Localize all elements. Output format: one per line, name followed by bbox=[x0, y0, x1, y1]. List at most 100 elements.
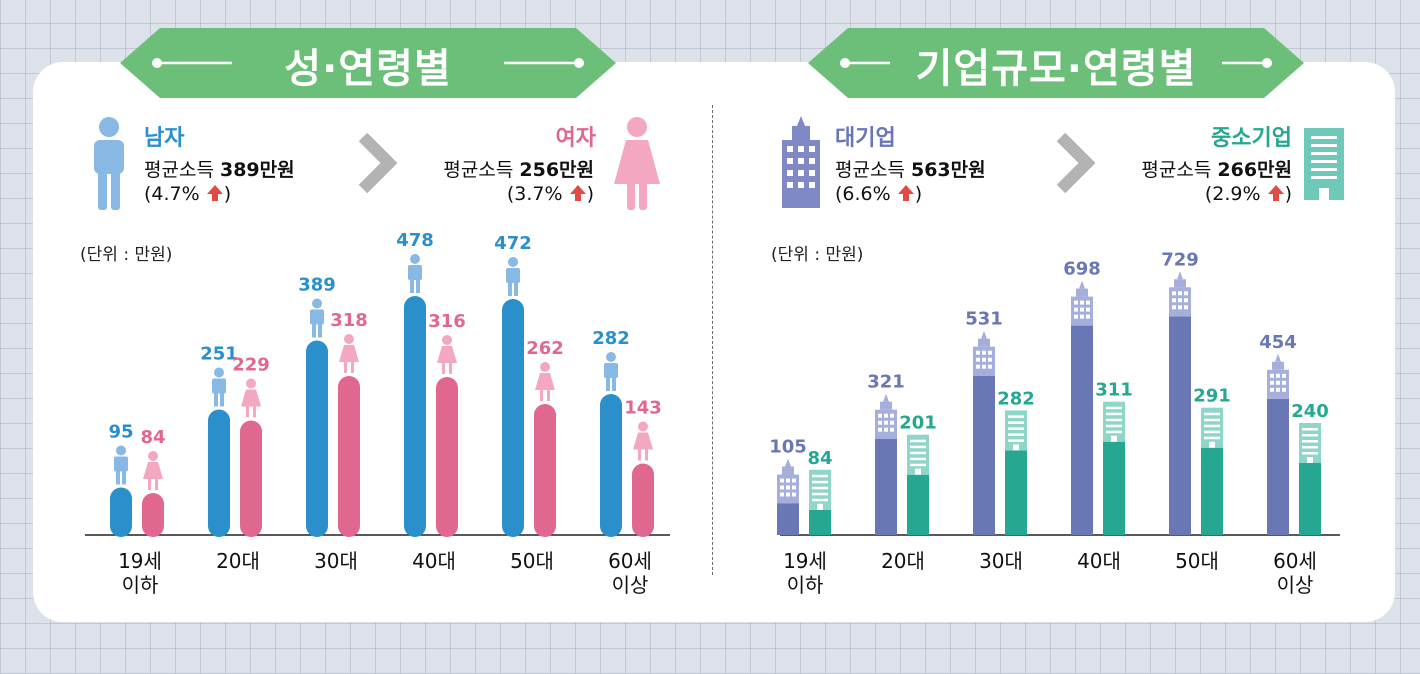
female-icon bbox=[339, 334, 359, 373]
bar-male bbox=[306, 340, 328, 537]
data-label-female: 318 bbox=[330, 310, 368, 331]
large-company-income: 평균소득 563만원 bbox=[835, 155, 986, 182]
category-label: 20대 bbox=[216, 549, 260, 573]
data-label-large-company: 105 bbox=[769, 437, 807, 458]
data-label-sme: 282 bbox=[997, 388, 1035, 409]
data-label-male: 282 bbox=[592, 328, 630, 349]
data-label-female: 262 bbox=[526, 338, 564, 359]
building-icon bbox=[875, 393, 897, 439]
right-unit-label: (단위 : 만원) bbox=[771, 245, 864, 265]
data-label-large-company: 321 bbox=[867, 372, 905, 393]
data-label-female: 229 bbox=[232, 355, 270, 376]
bar-sme bbox=[809, 509, 831, 535]
data-label-female: 143 bbox=[624, 398, 662, 419]
data-label-female: 316 bbox=[428, 311, 466, 332]
office-icon bbox=[907, 434, 929, 475]
bar-sme bbox=[1005, 450, 1027, 535]
bar-large-company bbox=[777, 503, 799, 535]
male-income: 평균소득 389만원 bbox=[144, 155, 295, 182]
female-icon bbox=[633, 421, 653, 461]
data-label-sme: 311 bbox=[1095, 380, 1133, 401]
sme-change: (2.9% ) bbox=[1204, 183, 1292, 205]
bar-large-company bbox=[1169, 316, 1191, 535]
office-icon bbox=[1201, 407, 1223, 448]
male-label: 남자 bbox=[144, 126, 185, 151]
category-label: 19세 이하 bbox=[783, 549, 827, 597]
female-label: 여자 bbox=[555, 126, 596, 151]
data-label-sme: 291 bbox=[1193, 386, 1231, 407]
bar-sme bbox=[1299, 463, 1321, 535]
left-banner-shape bbox=[120, 28, 616, 98]
female-income-label: 평균소득 bbox=[443, 159, 514, 181]
bar-male bbox=[502, 299, 524, 537]
male-icon bbox=[114, 445, 128, 485]
category-label: 30대 bbox=[979, 549, 1023, 573]
male-icon bbox=[604, 352, 618, 391]
up-arrow-icon bbox=[206, 185, 223, 201]
building-icon bbox=[1169, 271, 1191, 317]
large-company-label: 대기업 bbox=[835, 126, 896, 151]
male-legend-icon bbox=[94, 117, 124, 210]
data-label-sme: 240 bbox=[1291, 401, 1329, 422]
right-banner-title: 기업규모·연령별 bbox=[915, 46, 1197, 92]
sme-legend-icon bbox=[1304, 128, 1344, 200]
category-label: 40대 bbox=[412, 549, 456, 573]
sme-income-value: 266만원 bbox=[1217, 159, 1292, 181]
bar-female bbox=[534, 404, 556, 537]
large-change-value: (6.6% bbox=[835, 183, 891, 205]
female-icon bbox=[241, 378, 261, 418]
office-icon bbox=[1299, 423, 1321, 463]
male-change-value: (4.7% bbox=[144, 183, 200, 205]
bar-large-company bbox=[1267, 398, 1289, 535]
category-label: 30대 bbox=[314, 549, 358, 573]
left-banner-title: 성·연령별 bbox=[284, 46, 452, 92]
bar-female bbox=[632, 463, 654, 537]
sme-label: 중소기업 bbox=[1211, 126, 1292, 151]
large-income-value: 563만원 bbox=[910, 159, 986, 181]
left-banner: 성·연령별 bbox=[120, 28, 616, 98]
right-banner: 기업규모·연령별 bbox=[808, 28, 1304, 98]
female-income: 평균소득 256만원 bbox=[443, 155, 594, 182]
bar-male bbox=[208, 409, 230, 537]
data-label-male: 472 bbox=[494, 233, 532, 254]
left-unit-label: (단위 : 만원) bbox=[80, 245, 173, 265]
bar-male bbox=[110, 487, 132, 537]
data-label-large-company: 698 bbox=[1063, 259, 1101, 280]
male-income-value: 389만원 bbox=[219, 159, 295, 181]
office-icon bbox=[1005, 410, 1027, 451]
bar-female bbox=[240, 420, 262, 537]
data-label-large-company: 531 bbox=[965, 309, 1003, 330]
building-icon bbox=[1267, 353, 1289, 399]
bar-sme bbox=[1103, 441, 1125, 535]
category-label: 19세 이하 bbox=[118, 549, 162, 597]
male-change: (4.7% ) bbox=[144, 183, 232, 205]
chevron-right-icon bbox=[358, 133, 397, 193]
building-icon bbox=[1071, 280, 1093, 326]
category-label: 50대 bbox=[510, 549, 554, 573]
up-arrow-icon bbox=[569, 185, 586, 201]
building-icon bbox=[777, 458, 799, 504]
data-label-large-company: 729 bbox=[1161, 249, 1199, 270]
building-icon bbox=[973, 330, 995, 376]
up-arrow-icon bbox=[897, 185, 914, 201]
large-company-legend-icon bbox=[782, 116, 820, 208]
female-legend-icon bbox=[614, 117, 660, 210]
data-label-large-company: 454 bbox=[1259, 332, 1297, 353]
panel-divider bbox=[712, 105, 713, 575]
up-arrow-icon bbox=[1267, 185, 1284, 201]
data-label-male: 478 bbox=[396, 230, 434, 251]
bar-large-company bbox=[973, 375, 995, 535]
right-banner-shape bbox=[808, 28, 1304, 98]
data-label-sme: 201 bbox=[899, 413, 937, 434]
sme-change-value: (2.9% bbox=[1204, 183, 1261, 205]
male-income-label: 평균소득 bbox=[144, 159, 214, 181]
bar-large-company bbox=[875, 438, 897, 535]
large-company-change: (6.6% ) bbox=[835, 183, 923, 205]
data-label-male: 251 bbox=[200, 344, 238, 365]
female-icon bbox=[535, 362, 555, 401]
category-label: 20대 bbox=[881, 549, 925, 573]
male-icon bbox=[506, 257, 520, 296]
data-label-female: 84 bbox=[140, 427, 165, 448]
